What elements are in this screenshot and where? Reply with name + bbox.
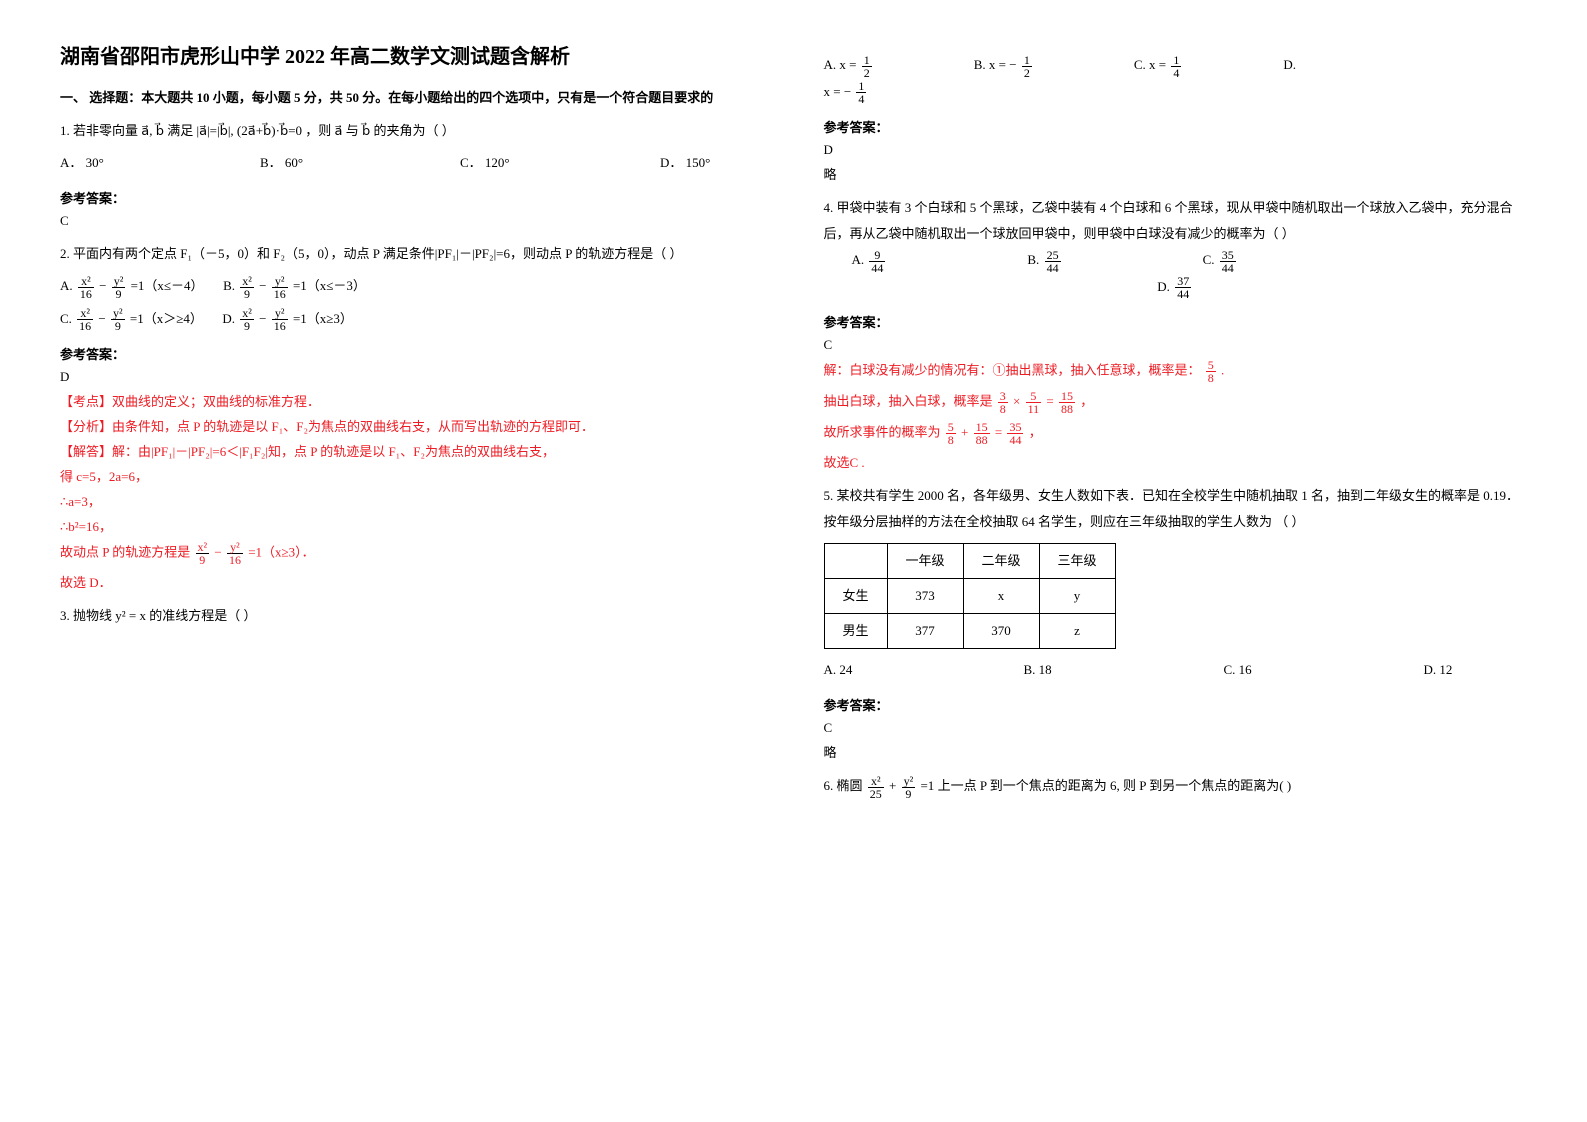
question-3: 3. 抛物线 y² = x 的准线方程是（ ） bbox=[60, 603, 764, 629]
q5-options: A. 24 B. 18 C. 16 D. 12 bbox=[824, 657, 1528, 683]
q1-options: A． 30° B． 60° C． 120° D． 150° bbox=[60, 150, 764, 176]
q3-opt-d: D. bbox=[1283, 52, 1296, 79]
q1-answer-label: 参考答案： bbox=[60, 188, 764, 207]
q2-exp3: 【解答】解：由|PF₁|－|PF₂|=6＜|F₁F₂|知，点 P 的轨迹是以 F… bbox=[60, 441, 764, 460]
question-1: 1. 若非零向量 a⃗, b⃗ 满足 |a⃗|=|b⃗|, (2a⃗+b⃗)·b… bbox=[60, 118, 764, 176]
q2-exp1: 【考点】双曲线的定义；双曲线的标准方程． bbox=[60, 391, 764, 410]
table-row: 男生 377 370 z bbox=[824, 614, 1115, 649]
q3-opt-d-eq: x = − 14 bbox=[824, 79, 1528, 106]
cell: 377 bbox=[887, 614, 963, 649]
question-2: 2. 平面内有两个定点 F₁（－5，0）和 F₂（5，0），动点 P 满足条件|… bbox=[60, 241, 764, 332]
q2-exp4: 得 c=5，2a=6， bbox=[60, 466, 764, 485]
q4-opt-c: C. 3544 bbox=[1203, 247, 1238, 274]
q3-answer-label: 参考答案： bbox=[824, 117, 1528, 136]
cell: 男生 bbox=[824, 614, 887, 649]
cell: 三年级 bbox=[1039, 544, 1115, 579]
q4-opt-a: A. 944 bbox=[852, 247, 888, 274]
q1-stem: 1. 若非零向量 a⃗, b⃗ 满足 |a⃗|=|b⃗|, (2a⃗+b⃗)·b… bbox=[60, 118, 764, 144]
q4-stem: 4. 甲袋中装有 3 个白球和 5 个黑球，乙袋中装有 4 个白球和 6 个黑球… bbox=[824, 195, 1528, 247]
q4-answer: C bbox=[824, 337, 1528, 353]
question-5: 5. 某校共有学生 2000 名，各年级男、女生人数如下表．已知在全校学生中随机… bbox=[824, 483, 1528, 683]
table-row: 女生 373 x y bbox=[824, 579, 1115, 614]
q5-answer: C bbox=[824, 720, 1528, 736]
q4-opt-b: B. 2544 bbox=[1027, 247, 1062, 274]
cell: 二年级 bbox=[963, 544, 1039, 579]
q1-opt-c: C． 120° bbox=[460, 150, 580, 176]
q2-opt-row1: A. x²16 − y²9 =1（x≤－4） B. x²9 − y²16 =1（… bbox=[60, 273, 764, 300]
q4-opt-d: D. 3744 bbox=[824, 274, 1528, 301]
q2-exp8: 故选 D． bbox=[60, 572, 764, 591]
q2-opt-b: B. x²9 − y²16 =1（x≤－3） bbox=[223, 278, 366, 293]
q2-answer-label: 参考答案： bbox=[60, 344, 764, 363]
q1-opt-b: B． 60° bbox=[260, 150, 380, 176]
table-row: 一年级 二年级 三年级 bbox=[824, 544, 1115, 579]
q3-opt-c: C. x = 14 bbox=[1134, 52, 1184, 79]
q3-options: A. x = 12 B. x = − 12 C. x = 14 D. bbox=[824, 52, 1528, 105]
q2-exp2: 【分析】由条件知，点 P 的轨迹是以 F₁、F₂为焦点的双曲线右支，从而写出轨迹… bbox=[60, 416, 764, 435]
q4-opts-row1: A. 944 B. 2544 C. 3544 bbox=[852, 247, 1528, 274]
q4-e1: 解：白球没有减少的情况有：①抽出黑球，抽入任意球，概率是： 58 . bbox=[824, 359, 1528, 384]
q5-opt-b: B. 18 bbox=[1024, 657, 1144, 683]
q5-stem: 5. 某校共有学生 2000 名，各年级男、女生人数如下表．已知在全校学生中随机… bbox=[824, 483, 1528, 535]
q5-opt-c: C. 16 bbox=[1224, 657, 1344, 683]
q2-opt-d: D. x²9 − y²16 =1（x≥3） bbox=[222, 311, 353, 326]
question-6: 6. 椭圆 x²25 + y²9 =1 上一点 P 到一个焦点的距离为 6, 则… bbox=[824, 773, 1528, 800]
q5-table: 一年级 二年级 三年级 女生 373 x y 男生 377 370 z bbox=[824, 543, 1116, 649]
section-1-heading: 一、 选择题：本大题共 10 小题，每小题 5 分，共 50 分。在每小题给出的… bbox=[60, 87, 764, 106]
q3-stem: 3. 抛物线 y² = x 的准线方程是（ ） bbox=[60, 608, 256, 623]
cell: 女生 bbox=[824, 579, 887, 614]
q2-exp6: ∴b²=16， bbox=[60, 516, 764, 535]
q2-opt-c: C. x²16 − y²9 =1（x＞≥4） bbox=[60, 311, 206, 326]
q2-opt-row2: C. x²16 − y²9 =1（x＞≥4） D. x²9 − y²16 =1（… bbox=[60, 306, 764, 333]
question-4: 4. 甲袋中装有 3 个白球和 5 个黑球，乙袋中装有 4 个白球和 6 个黑球… bbox=[824, 195, 1528, 300]
q3-brief: 略 bbox=[824, 164, 1528, 183]
page-title: 湖南省邵阳市虎形山中学 2022 年高二数学文测试题含解析 bbox=[60, 40, 764, 69]
q4-answer-label: 参考答案： bbox=[824, 312, 1528, 331]
q1-opt-d: D． 150° bbox=[660, 150, 780, 176]
q5-brief: 略 bbox=[824, 742, 1528, 761]
q1-answer: C bbox=[60, 213, 764, 229]
left-column: 湖南省邵阳市虎形山中学 2022 年高二数学文测试题含解析 一、 选择题：本大题… bbox=[60, 40, 764, 812]
q3-opt-a: A. x = 12 bbox=[824, 52, 874, 79]
cell bbox=[824, 544, 887, 579]
q5-opt-d: D. 12 bbox=[1424, 657, 1544, 683]
q4-e3: 故所求事件的概率为 58 + 1588 = 3544 ， bbox=[824, 421, 1528, 446]
cell: 370 bbox=[963, 614, 1039, 649]
q4-e4: 故选C . bbox=[824, 452, 1528, 471]
q2-opt-a: A. x²16 − y²9 =1（x≤－4） bbox=[60, 278, 207, 293]
q2-exp5: ∴a=3， bbox=[60, 491, 764, 510]
cell: 一年级 bbox=[887, 544, 963, 579]
cell: x bbox=[963, 579, 1039, 614]
cell: 373 bbox=[887, 579, 963, 614]
q3-answer: D bbox=[824, 142, 1528, 158]
right-column: A. x = 12 B. x = − 12 C. x = 14 D. bbox=[824, 40, 1528, 812]
q5-answer-label: 参考答案： bbox=[824, 695, 1528, 714]
q3-opt-b: B. x = − 12 bbox=[974, 52, 1034, 79]
q2-exp7: 故动点 P 的轨迹方程是 x²9 − y²16 =1（x≥3）． bbox=[60, 541, 764, 566]
cell: y bbox=[1039, 579, 1115, 614]
q5-opt-a: A. 24 bbox=[824, 657, 944, 683]
cell: z bbox=[1039, 614, 1115, 649]
q2-answer: D bbox=[60, 369, 764, 385]
q2-stem: 2. 平面内有两个定点 F₁（－5，0）和 F₂（5，0），动点 P 满足条件|… bbox=[60, 241, 764, 267]
q1-opt-a: A． 30° bbox=[60, 150, 180, 176]
q4-e2: 抽出白球，抽入白球，概率是 38 × 511 = 1588 ， bbox=[824, 390, 1528, 415]
